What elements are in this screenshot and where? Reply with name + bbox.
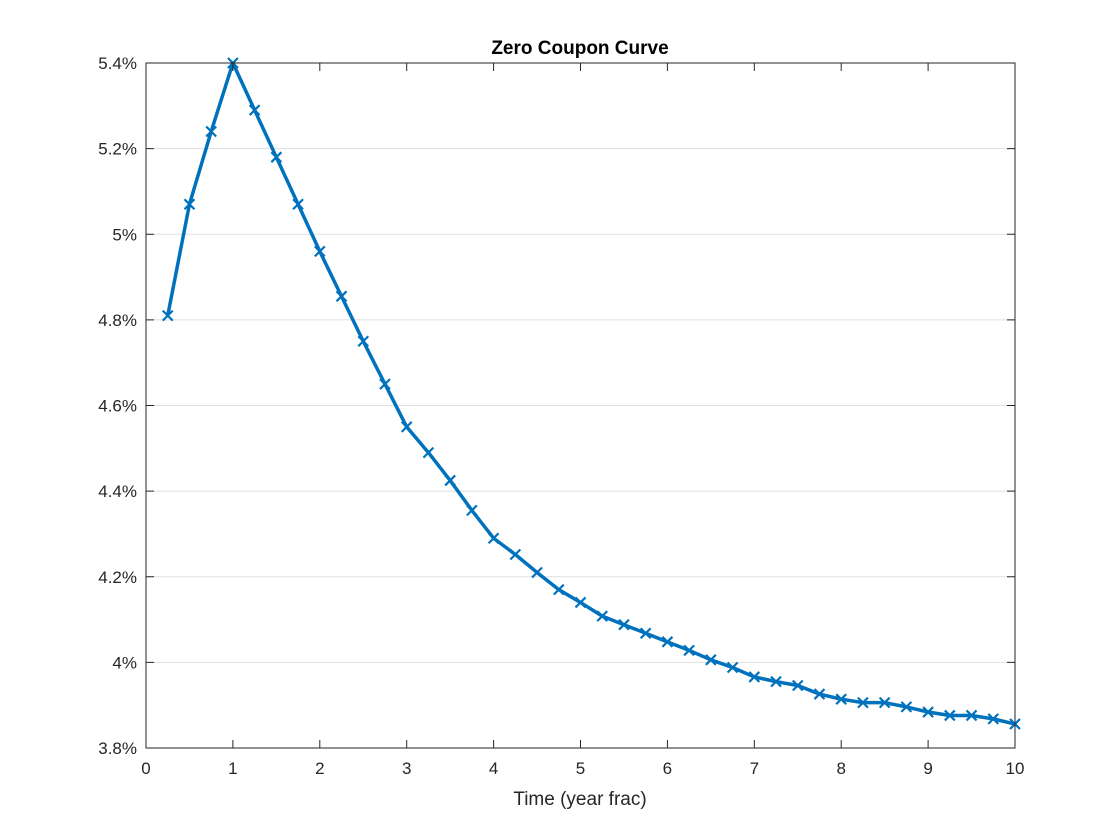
data-point-marker [922, 706, 934, 718]
x-tick-label: 8 [836, 759, 845, 778]
data-point-marker [835, 693, 847, 705]
data-point-marker [705, 654, 717, 666]
data-point-marker [857, 696, 869, 709]
data-point-marker [987, 713, 1000, 725]
y-tick-label: 4% [112, 653, 137, 672]
data-point-marker [661, 636, 674, 648]
grid-lines [146, 148, 1015, 663]
data-point-marker [574, 596, 587, 609]
y-tick-label: 5% [112, 225, 137, 244]
data-point-marker [314, 245, 326, 258]
data-point-marker [335, 290, 348, 303]
data-point-marker [813, 688, 826, 700]
data-point-marker [292, 198, 304, 211]
data-point-marker [379, 378, 391, 390]
x-tick-label: 9 [923, 759, 932, 778]
y-tick-label: 4.4% [98, 482, 137, 501]
y-tick-label: 5.4% [98, 54, 137, 73]
data-point-marker [552, 583, 565, 596]
series-layer [161, 57, 1021, 730]
series-line [165, 61, 1017, 726]
y-tick-label: 4.2% [98, 568, 137, 587]
data-point-marker [596, 610, 609, 622]
data-point-marker [639, 627, 652, 640]
data-point-marker [248, 104, 261, 116]
data-point-marker [618, 618, 630, 631]
data-point-marker [878, 696, 891, 709]
data-point-marker [422, 446, 435, 459]
data-point-marker [770, 675, 782, 688]
data-point-marker [726, 661, 739, 674]
data-point-marker [944, 709, 956, 722]
x-tick-label: 7 [750, 759, 759, 778]
data-point-marker [205, 125, 217, 138]
x-tick-label: 0 [141, 759, 150, 778]
x-axis-label: Time (year frac) [513, 789, 646, 810]
x-tick-label: 2 [315, 759, 324, 778]
chart-title: Zero Coupon Curve [491, 38, 668, 59]
data-point-marker [683, 644, 695, 657]
y-tick-label: 4.8% [98, 311, 137, 330]
x-tick-label: 4 [489, 759, 498, 778]
data-point-marker [444, 474, 456, 487]
axis-ticks: 3.8% 4% 4.2% 4.4% 4.6% 4.8% 5% 5.2% 5.4% 0 1 2 3 4 5 6 7… [98, 54, 1024, 778]
x-tick-label: 3 [402, 759, 411, 778]
data-point-marker [531, 566, 543, 579]
y-tick-label: 5.2% [98, 140, 137, 159]
x-tick-label: 6 [663, 759, 672, 778]
data-point-marker [466, 504, 478, 517]
data-point-marker [900, 701, 913, 713]
data-point-marker [183, 198, 196, 211]
data-point-marker [791, 679, 804, 692]
data-point-marker [965, 709, 978, 722]
y-tick-label: 4.6% [98, 397, 137, 416]
data-point-marker [270, 151, 283, 163]
y-tick-label: 3.8% [98, 739, 137, 758]
x-tick-label: 1 [228, 759, 237, 778]
data-point-marker [748, 671, 761, 683]
data-point-marker [161, 309, 174, 322]
data-point-marker [400, 421, 413, 433]
x-tick-label: 5 [576, 759, 585, 778]
data-point-marker [357, 335, 370, 348]
data-point-marker [487, 532, 500, 544]
data-point-marker [509, 548, 522, 561]
x-tick-label: 10 [1006, 759, 1025, 778]
